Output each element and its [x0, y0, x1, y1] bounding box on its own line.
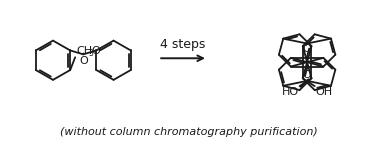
Text: O: O — [303, 44, 311, 54]
Text: HO: HO — [282, 87, 299, 97]
Text: O: O — [303, 70, 311, 80]
Text: 4 steps: 4 steps — [160, 38, 206, 51]
Text: O: O — [79, 56, 88, 66]
Text: CH: CH — [76, 46, 92, 56]
Text: (without column chromatography purification): (without column chromatography purificat… — [60, 127, 318, 137]
Text: O: O — [91, 46, 100, 56]
Text: 3: 3 — [88, 49, 93, 58]
Text: OH: OH — [316, 87, 333, 97]
